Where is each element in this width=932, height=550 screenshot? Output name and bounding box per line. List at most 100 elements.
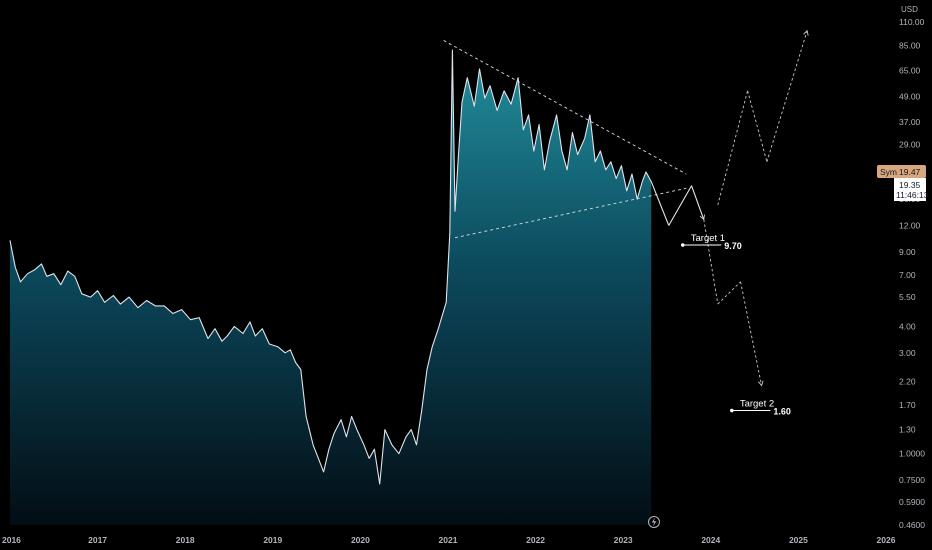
price-point [523,129,524,130]
price-point [9,240,10,241]
last-price-tag: Sym 19.47 19.35 11:46:13 [877,165,929,201]
price-point [81,293,82,294]
trendline-layer [443,40,687,239]
price-point [605,169,606,170]
y-tick-label: 1.70 [899,400,916,410]
upper-trendline [443,40,687,175]
y-tick-label: 65.00 [899,65,921,75]
price-point [645,171,646,172]
price-point [351,416,352,417]
price-point [278,346,279,347]
price-point [432,346,433,347]
price-point [539,124,540,125]
price-point [146,300,147,301]
y-tick-label: 7.00 [899,270,916,280]
price-point [34,269,35,270]
price-point [97,290,98,291]
price-point [190,319,191,320]
price-point [484,98,485,99]
price-point [595,161,596,162]
price-point [137,307,138,308]
y-tick-label: 1.30 [899,425,916,435]
price-point [155,305,156,306]
projection-arrowhead [803,29,809,36]
price-point [405,436,406,437]
y-tick-label: 0.5900 [899,497,925,507]
price-point [341,419,342,420]
price-point [556,114,557,115]
price-point [104,302,105,303]
time-axis[interactable]: 2016 2017 2018 2019 2020 2021 2022 2023 2024 2025… [2,535,896,545]
last-price-value: 19.35 [899,180,921,190]
price-tag-value: 19.47 [899,167,921,177]
price-point [437,331,438,332]
price-point [262,328,263,329]
x-tick-label: 2022 [526,535,545,545]
price-point [334,433,335,434]
projection-segment [650,181,670,226]
price-point [626,190,627,191]
x-tick-label: 2026 [877,535,896,545]
price-point [129,297,130,298]
price-point [221,341,222,342]
target-2-label: Target 2 [740,399,774,410]
price-point [584,138,585,139]
price-point [561,150,562,151]
price-point [426,369,427,370]
target-2-marker [730,408,734,413]
y-tick-label: 110.00 [899,17,925,27]
x-tick-label: 2017 [88,535,107,545]
price-countdown: 11:46:13 [896,190,929,200]
price-point [27,273,28,274]
x-tick-label: 2016 [2,535,21,545]
price-point [41,263,42,264]
price-point [610,161,611,162]
price-point [164,305,165,306]
y-tick-label: 37.00 [899,117,921,127]
price-point [446,302,447,303]
target-1-value: 9.70 [724,241,742,251]
price-point [379,483,380,484]
price-point [528,114,529,115]
x-tick-label: 2018 [176,535,195,545]
x-tick-label: 2024 [701,535,720,545]
price-point [60,284,61,285]
y-tick-label: 1.0000 [899,449,925,459]
price-point [255,335,256,336]
price-point [369,458,370,459]
lightning-icon[interactable] [648,516,660,528]
projection-segment [668,185,693,226]
price-point [113,295,114,296]
y-tick-label: 49.00 [899,91,921,101]
price-point [242,333,243,334]
price-point [458,154,459,155]
price-point [642,180,643,181]
price-point [199,317,200,318]
price-point [504,90,505,91]
price-point [384,429,385,430]
price-point [363,444,364,445]
y-tick-label: 5.50 [899,292,916,302]
price-point [621,165,622,166]
y-tick-label: 85.00 [899,41,921,51]
y-tick-label: 9.00 [899,247,916,257]
projection-arrowhead [758,380,764,387]
y-tick-label: 2.20 [899,376,916,386]
price-point [511,104,512,105]
price-point [207,338,208,339]
projection-segment [717,281,741,305]
price-point [600,150,601,151]
price-point [300,369,301,370]
price-point [416,444,417,445]
price-point [616,178,617,179]
price-point [306,416,307,417]
price-point [452,50,453,51]
price-point [234,326,235,327]
price-point [454,211,455,212]
price-area-fill [10,50,652,525]
x-tick-label: 2025 [789,535,808,545]
price-point [290,349,291,350]
price-point [318,458,319,459]
